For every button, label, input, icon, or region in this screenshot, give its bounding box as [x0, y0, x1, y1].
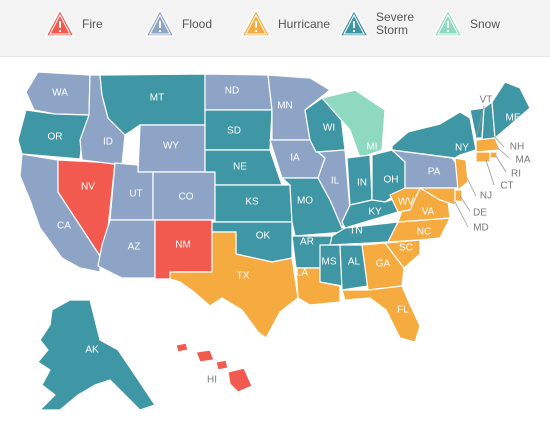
legend-item-flood: Flood	[144, 8, 212, 40]
state-me[interactable]	[491, 81, 531, 139]
legend-label: Snow	[470, 16, 501, 31]
state-label: DE	[473, 208, 487, 219]
state-label: LA	[296, 268, 309, 279]
state-label: NM	[175, 240, 191, 251]
warning-triangle-icon	[45, 9, 75, 37]
state-label: ME	[506, 113, 521, 124]
state-label: WA	[52, 88, 68, 99]
state-label: RI	[511, 169, 521, 180]
state-mi[interactable]	[321, 89, 386, 159]
state-label: MA	[516, 155, 531, 166]
state-label: VA	[422, 207, 435, 218]
state-fl[interactable]	[341, 285, 421, 343]
state-label: OK	[256, 231, 271, 242]
state-label: MN	[277, 101, 293, 112]
state-label: ID	[103, 137, 113, 148]
state-label: PA	[428, 167, 441, 178]
state-label: AR	[300, 237, 314, 248]
state-label: TN	[349, 226, 362, 237]
state-label: MI	[366, 142, 377, 153]
state-label: AK	[85, 345, 99, 356]
state-label: MS	[322, 257, 337, 268]
state-label: VT	[480, 95, 493, 106]
state-label: WI	[323, 123, 335, 134]
legend-item-severe-storm: Severe Storm	[338, 8, 426, 40]
legend-label: Severe Storm	[376, 10, 415, 37]
state-label: MO	[297, 196, 313, 207]
legend-label: Flood	[182, 16, 213, 31]
state-ri[interactable]	[489, 151, 498, 159]
state-label: TX	[237, 271, 250, 282]
warning-triangle-icon	[241, 9, 271, 37]
state-md[interactable]	[419, 187, 456, 206]
state-label: SD	[227, 126, 241, 137]
state-label: ND	[225, 86, 239, 97]
state-label: CA	[57, 221, 71, 232]
state-label: NE	[233, 162, 247, 173]
state-label: NV	[81, 182, 95, 193]
state-label: NY	[455, 143, 469, 154]
state-nj[interactable]	[454, 157, 469, 191]
state-ny[interactable]	[391, 111, 477, 159]
state-label: WV	[398, 197, 414, 208]
legend-label: Hurricane	[278, 16, 331, 31]
state-label: WY	[163, 141, 179, 152]
warning-triangle-icon	[339, 9, 369, 37]
state-ma[interactable]	[475, 137, 501, 153]
state-label: OR	[48, 132, 63, 143]
state-label: CO	[179, 192, 194, 203]
state-label: NH	[510, 142, 524, 153]
state-label: IL	[331, 176, 340, 187]
legend: Fire Flood Hurricane Severe Storm Sn	[0, 0, 550, 57]
legend-item-snow: Snow	[432, 8, 500, 40]
state-ct[interactable]	[475, 151, 491, 163]
legend-item-hurricane: Hurricane	[240, 8, 331, 40]
state-label: IA	[290, 153, 300, 164]
state-label: IN	[357, 178, 367, 189]
state-label: UT	[129, 189, 142, 200]
state-label: CT	[500, 181, 513, 192]
state-label: MD	[473, 223, 489, 234]
state-ak[interactable]	[37, 299, 156, 411]
state-wv[interactable]	[389, 187, 421, 213]
state-nc[interactable]	[387, 217, 451, 243]
state-hi[interactable]	[175, 342, 253, 393]
legend-item-fire: Fire	[44, 8, 103, 40]
state-label: KS	[245, 197, 259, 208]
us-disaster-map: WA OR CA NV ID MT WY UT CO AZ NM ND SD N…	[17, 71, 531, 411]
state-label: GA	[376, 259, 391, 270]
warning-triangle-icon	[433, 9, 463, 37]
state-label: AL	[348, 257, 361, 268]
state-label: OH	[384, 175, 399, 186]
state-label: KY	[368, 207, 382, 218]
warning-triangle-icon	[145, 9, 175, 37]
state-label: SC	[399, 243, 413, 254]
state-label: HI	[207, 375, 217, 386]
legend-label: Fire	[82, 16, 103, 31]
state-label: AZ	[128, 242, 141, 253]
state-label: NJ	[480, 191, 492, 202]
label-leaders	[454, 105, 510, 228]
state-il[interactable]	[317, 149, 351, 229]
state-label: MT	[150, 93, 164, 104]
state-label: NC	[417, 227, 431, 238]
state-tx[interactable]	[169, 231, 299, 339]
state-label: FL	[397, 305, 409, 316]
